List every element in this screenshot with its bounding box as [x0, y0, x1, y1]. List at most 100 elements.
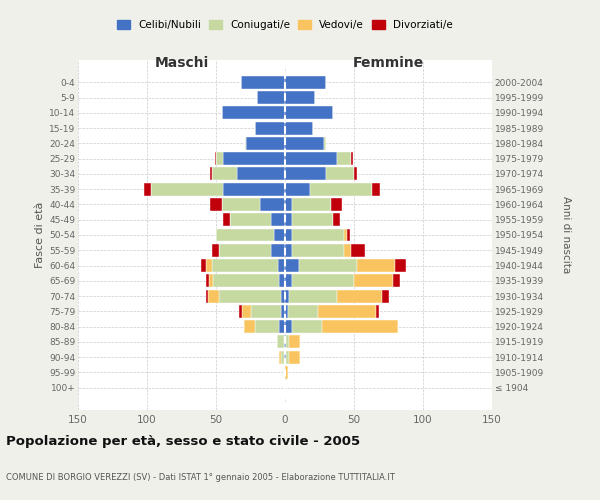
Bar — [285, 259, 299, 272]
Bar — [281, 305, 285, 318]
Bar — [351, 152, 353, 165]
Bar — [337, 290, 382, 302]
Bar — [351, 244, 365, 256]
Bar — [354, 168, 357, 180]
Bar — [285, 320, 292, 333]
Bar — [216, 228, 274, 241]
Legend: Celibi/Nubili, Coniugati/e, Vedovi/e, Divorziati/e: Celibi/Nubili, Coniugati/e, Vedovi/e, Di… — [113, 16, 457, 34]
Bar — [331, 198, 341, 211]
Bar — [285, 76, 326, 89]
Bar — [289, 336, 300, 348]
Bar — [219, 290, 281, 302]
Bar — [206, 274, 209, 287]
Bar — [244, 320, 254, 333]
Bar — [212, 259, 278, 272]
Bar — [344, 244, 351, 256]
Bar — [318, 305, 376, 318]
Bar — [323, 137, 326, 150]
Bar — [212, 168, 236, 180]
Bar — [285, 214, 292, 226]
Bar — [292, 274, 354, 287]
Bar — [285, 182, 310, 196]
Y-axis label: Fasce di età: Fasce di età — [35, 202, 45, 268]
Bar — [151, 182, 223, 196]
Bar — [212, 244, 219, 256]
Bar — [280, 320, 285, 333]
Bar — [201, 259, 206, 272]
Bar — [292, 228, 344, 241]
Bar — [347, 228, 350, 241]
Bar — [376, 305, 379, 318]
Bar — [357, 259, 395, 272]
Bar — [337, 152, 351, 165]
Bar — [285, 152, 337, 165]
Bar — [277, 336, 284, 348]
Bar — [251, 305, 281, 318]
Text: COMUNE DI BORGIO VEREZZI (SV) - Dati ISTAT 1° gennaio 2005 - Elaborazione TUTTIT: COMUNE DI BORGIO VEREZZI (SV) - Dati IST… — [6, 472, 395, 482]
Bar — [284, 336, 285, 348]
Bar — [281, 290, 285, 302]
Bar — [326, 168, 354, 180]
Bar — [344, 228, 347, 241]
Bar — [292, 244, 344, 256]
Bar — [285, 198, 292, 211]
Bar — [271, 214, 285, 226]
Bar — [285, 350, 286, 364]
Bar — [284, 350, 285, 364]
Bar — [239, 305, 242, 318]
Bar — [392, 274, 400, 287]
Bar — [285, 290, 289, 302]
Bar — [285, 274, 292, 287]
Bar — [245, 137, 247, 150]
Bar — [286, 336, 289, 348]
Bar — [292, 320, 322, 333]
Bar — [285, 228, 292, 241]
Bar — [299, 259, 357, 272]
Text: Maschi: Maschi — [154, 56, 209, 70]
Bar — [254, 320, 280, 333]
Bar — [354, 274, 392, 287]
Bar — [236, 168, 285, 180]
Bar — [281, 350, 284, 364]
Bar — [241, 76, 285, 89]
Bar — [285, 137, 323, 150]
Bar — [247, 137, 285, 150]
Bar — [285, 336, 286, 348]
Bar — [274, 228, 285, 241]
Bar — [278, 259, 285, 272]
Bar — [209, 274, 213, 287]
Bar — [310, 182, 372, 196]
Bar — [285, 122, 313, 134]
Bar — [292, 214, 334, 226]
Bar — [285, 91, 316, 104]
Bar — [219, 244, 271, 256]
Bar — [280, 274, 285, 287]
Bar — [289, 350, 300, 364]
Bar — [223, 152, 285, 165]
Bar — [216, 152, 223, 165]
Bar — [271, 244, 285, 256]
Bar — [285, 244, 292, 256]
Bar — [285, 168, 326, 180]
Bar — [215, 152, 216, 165]
Bar — [289, 290, 337, 302]
Bar — [221, 106, 285, 120]
Bar — [208, 290, 219, 302]
Bar — [322, 320, 398, 333]
Bar — [285, 106, 334, 120]
Bar — [223, 214, 230, 226]
Bar — [257, 91, 285, 104]
Bar — [286, 350, 289, 364]
Bar — [206, 259, 212, 272]
Bar — [213, 274, 280, 287]
Bar — [211, 168, 212, 180]
Y-axis label: Anni di nascita: Anni di nascita — [560, 196, 571, 274]
Bar — [285, 366, 288, 379]
Bar — [221, 198, 260, 211]
Bar — [288, 305, 318, 318]
Text: Popolazione per età, sesso e stato civile - 2005: Popolazione per età, sesso e stato civil… — [6, 435, 360, 448]
Bar — [280, 350, 281, 364]
Bar — [334, 214, 340, 226]
Bar — [382, 290, 389, 302]
Bar — [395, 259, 406, 272]
